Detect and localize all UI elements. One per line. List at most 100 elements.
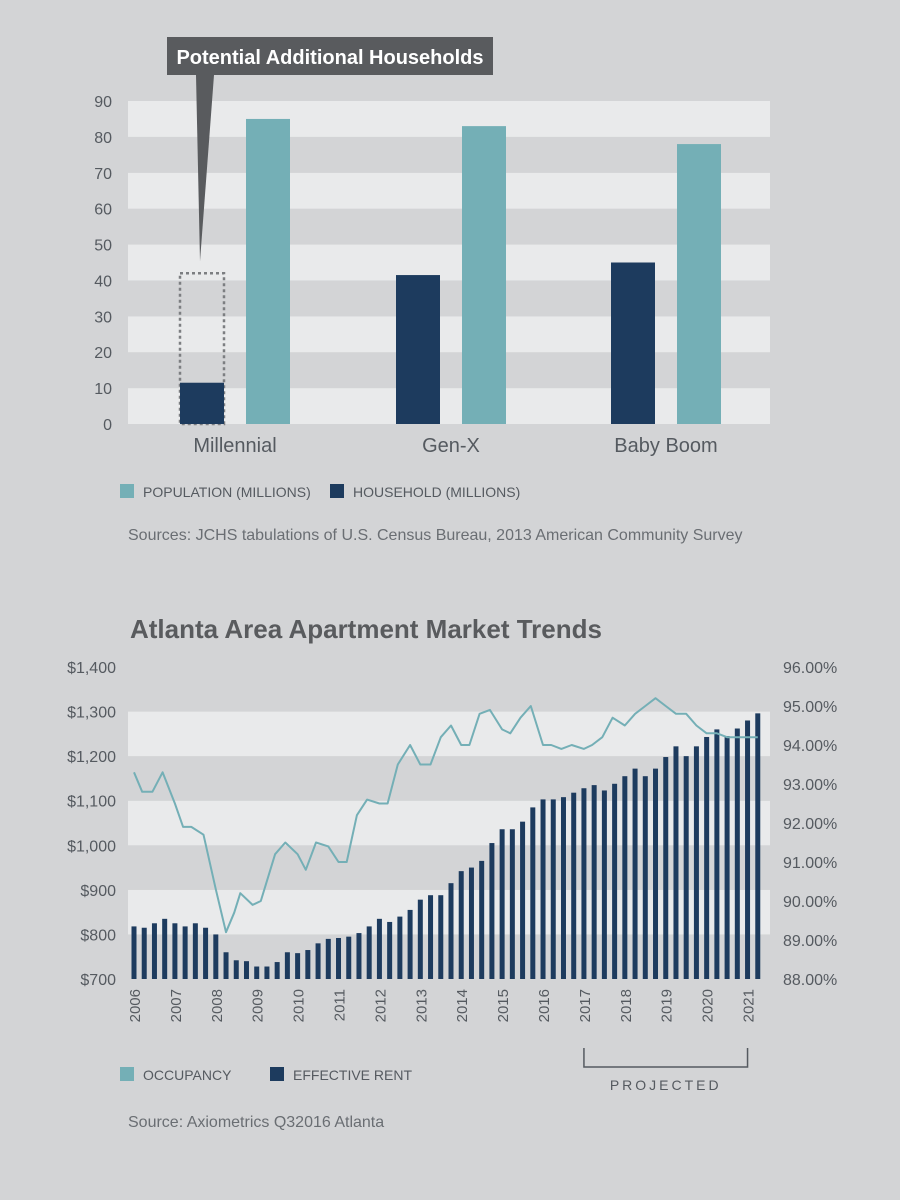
occupancy-series <box>133 697 758 934</box>
y-tick-label: 10 <box>94 381 112 398</box>
grid-band <box>128 136 770 173</box>
y-tick-label: 90 <box>94 94 112 111</box>
x-year-label: 2017 <box>577 989 594 1022</box>
rent-bar <box>407 909 413 979</box>
left-y-tick-label: $1,400 <box>67 660 116 677</box>
rent-bar <box>182 926 188 979</box>
rent-bar <box>284 952 290 979</box>
left-y-tick-label: $1,000 <box>67 838 116 855</box>
rent-bar <box>520 821 526 979</box>
right-y-axis-ticks: 88.00% 89.00% 90.00% 91.00% 92.00% 93.00% 94.0… <box>783 660 837 989</box>
y-tick-label: 60 <box>94 202 112 219</box>
rent-bar <box>295 953 301 979</box>
rent-bar <box>233 960 239 979</box>
grid-band <box>128 711 770 757</box>
rent-bar <box>509 829 515 979</box>
y-axis-ticks: 0 10 20 30 40 50 60 70 80 90 <box>94 94 112 434</box>
callout-pointer <box>196 75 214 262</box>
grid-band <box>128 280 770 317</box>
x-category-label: Gen-X <box>422 435 480 457</box>
rent-bar <box>131 926 137 979</box>
legend-swatch-household <box>330 484 344 498</box>
rent-bar <box>632 768 638 979</box>
rent-bar <box>315 943 321 979</box>
grid-band <box>128 388 770 424</box>
rent-bar <box>540 799 546 979</box>
rent-bar <box>141 927 147 979</box>
rent-bar <box>581 788 587 979</box>
left-y-tick-label: $1,200 <box>67 749 116 766</box>
x-year-label: 2011 <box>332 989 349 1021</box>
rent-bar <box>417 899 423 979</box>
rent-bar <box>458 871 464 979</box>
rent-bar <box>663 757 669 979</box>
grid-band <box>128 756 770 801</box>
legend-swatch-effective-rent <box>270 1067 284 1081</box>
rent-bar <box>448 883 454 979</box>
right-y-tick-label: 93.00% <box>783 777 837 794</box>
projected-bracket: PROJECTED <box>583 1048 749 1093</box>
occupancy-line <box>133 697 758 934</box>
grid-band <box>128 101 770 137</box>
rent-bar <box>530 807 536 979</box>
x-year-label: 2020 <box>700 989 717 1022</box>
grid-band <box>128 316 770 353</box>
rent-bar <box>489 843 495 979</box>
legend-label-effective-rent: EFFECTIVE RENT <box>293 1067 412 1083</box>
x-year-label: 2009 <box>250 989 267 1022</box>
right-y-tick-label: 95.00% <box>783 699 837 716</box>
grid-band <box>128 845 770 890</box>
chart-source: Source: Axiometrics Q32016 Atlanta <box>128 1114 384 1131</box>
rent-bar <box>653 768 659 979</box>
rent-bar <box>612 783 618 979</box>
left-y-tick-label: $1,100 <box>67 794 116 811</box>
gridline-bands <box>128 101 770 424</box>
x-category-label: Baby Boom <box>614 435 717 457</box>
rent-bar <box>213 934 219 979</box>
rent-bar <box>366 926 372 979</box>
right-y-tick-label: 88.00% <box>783 972 837 989</box>
x-year-label: 2016 <box>536 989 553 1022</box>
y-tick-label: 0 <box>103 417 112 434</box>
rent-bar <box>397 916 403 979</box>
rent-bar <box>745 720 751 979</box>
right-y-tick-label: 92.00% <box>783 816 837 833</box>
rent-bar <box>704 736 710 979</box>
grid-band <box>128 800 770 846</box>
callout: Potential Additional Households <box>167 37 493 262</box>
y-tick-label: 30 <box>94 309 112 326</box>
y-tick-label: 40 <box>94 273 112 290</box>
y-tick-label: 50 <box>94 238 112 255</box>
x-axis-labels: Millennial Gen-X Baby Boom <box>193 435 717 457</box>
bar-population <box>677 144 721 425</box>
y-tick-label: 70 <box>94 166 112 183</box>
chart-title: Atlanta Area Apartment Market Trends <box>130 614 602 644</box>
x-year-label: 2021 <box>741 989 758 1022</box>
rent-bar <box>571 792 577 979</box>
rent-bar <box>468 867 474 979</box>
rent-bar <box>274 962 280 979</box>
rent-bar <box>693 746 699 979</box>
projected-label: PROJECTED <box>610 1077 722 1093</box>
rent-bar <box>254 966 260 979</box>
bar-population <box>246 118 290 424</box>
rent-bar <box>162 918 168 979</box>
right-y-tick-label: 91.00% <box>783 855 837 872</box>
x-year-label: 2006 <box>127 989 144 1022</box>
rent-bar <box>356 933 362 979</box>
rent-bar <box>724 736 730 979</box>
right-y-tick-label: 96.00% <box>783 660 837 677</box>
rent-bar <box>550 799 556 979</box>
left-y-tick-label: $800 <box>80 927 116 944</box>
grid-band <box>128 244 770 281</box>
x-category-label: Millennial <box>193 435 276 457</box>
left-y-tick-label: $900 <box>80 883 116 900</box>
rent-bar <box>622 776 628 979</box>
right-y-tick-label: 90.00% <box>783 894 837 911</box>
legend: OCCUPANCY EFFECTIVE RENT <box>120 1067 412 1083</box>
rent-bar <box>336 937 342 979</box>
legend-swatch-population <box>120 484 134 498</box>
rent-bar <box>560 797 566 979</box>
rent-bar <box>714 729 720 979</box>
bar-household <box>611 262 655 424</box>
